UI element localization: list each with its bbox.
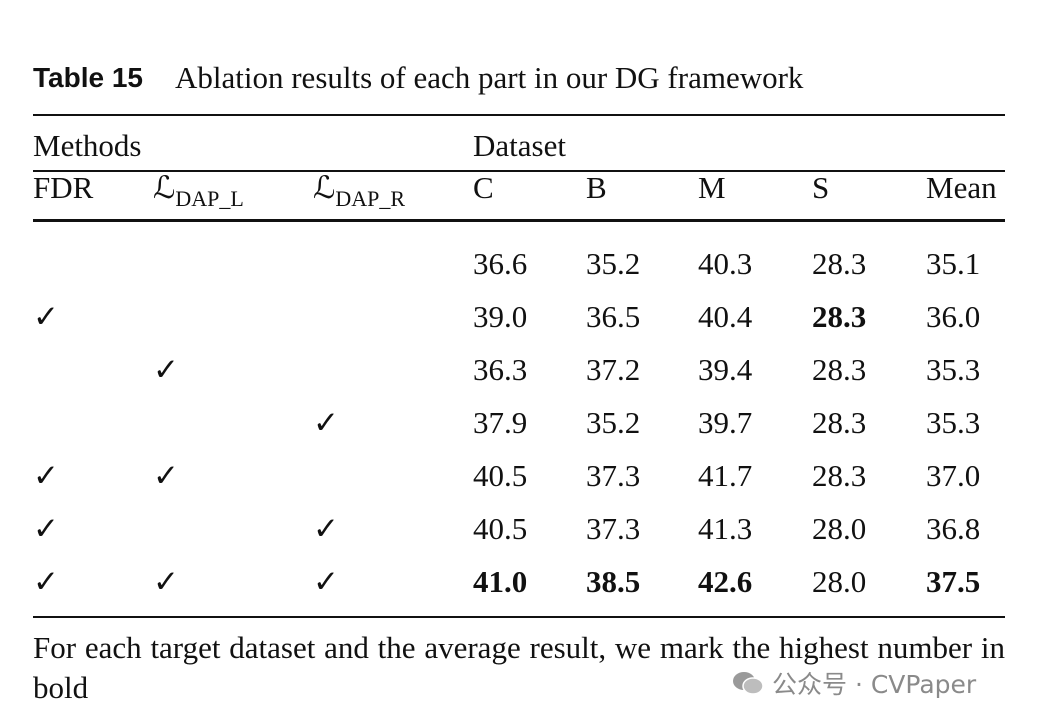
- check-mark: ✓: [313, 564, 339, 599]
- column-header: S: [812, 170, 830, 205]
- check-mark: ✓: [33, 564, 59, 599]
- column-header: FDR: [33, 170, 94, 205]
- check-mark: ✓: [313, 511, 339, 546]
- table-cell: 28.3: [812, 458, 867, 493]
- table-cell: 40.5: [473, 458, 528, 493]
- table-cell: 28.0: [812, 511, 867, 546]
- column-subscript: DAP_L: [175, 186, 244, 211]
- column-subscript: DAP_R: [335, 186, 406, 211]
- table-cell: 41.3: [698, 511, 753, 546]
- table-cell: 28.3: [812, 405, 867, 440]
- table-cell: 37.9: [473, 405, 528, 440]
- table-cell: 36.6: [473, 246, 528, 281]
- table-cell: 37.0: [926, 458, 981, 493]
- check-mark: ✓: [153, 564, 179, 599]
- footnote: For each target dataset and the average …: [33, 630, 1005, 705]
- check-mark: ✓: [313, 405, 339, 440]
- column-header: B: [586, 170, 607, 205]
- check-mark: ✓: [33, 458, 59, 493]
- table-cell: 41.7: [698, 458, 753, 493]
- column-header: ℒDAP_R: [313, 170, 406, 211]
- table-cell: 36.3: [473, 352, 528, 387]
- watermark-text: 公众号 · CVPaper: [772, 670, 977, 699]
- table-cell: 28.3: [812, 246, 867, 281]
- column-header: ℒDAP_L: [153, 170, 244, 211]
- table-cell: 36.8: [926, 511, 981, 546]
- wechat-icon: [733, 672, 764, 695]
- check-mark: ✓: [33, 299, 59, 334]
- table-cell: 37.5: [926, 564, 981, 599]
- table-cell: 35.2: [586, 246, 641, 281]
- table-cell: 35.3: [926, 352, 981, 387]
- header-bottom-rule: [33, 219, 1005, 222]
- group-header: Methods: [33, 128, 142, 163]
- table-cell: 37.2: [586, 352, 641, 387]
- watermark: 公众号 · CVPaper: [732, 665, 976, 701]
- table-cell: 37.3: [586, 511, 641, 546]
- table-cell: 36.5: [586, 299, 641, 334]
- column-header: Mean: [926, 170, 997, 205]
- table-cell: 40.3: [698, 246, 753, 281]
- top-rule: [33, 114, 1005, 116]
- table-cell: 28.0: [812, 564, 867, 599]
- table-cell: 36.0: [926, 299, 981, 334]
- table-label: Table 15: [33, 62, 143, 93]
- table-cell: 38.5: [586, 564, 641, 599]
- column-header: M: [698, 170, 726, 205]
- table-cell: 40.4: [698, 299, 753, 334]
- table-cell: 28.3: [812, 299, 867, 334]
- table-cell: 42.6: [698, 564, 753, 599]
- column-header: C: [473, 170, 494, 205]
- table-caption: Ablation results of each part in our DG …: [175, 60, 804, 95]
- group-header: Dataset: [473, 128, 566, 163]
- table-cell: 39.4: [698, 352, 753, 387]
- table-cell: 41.0: [473, 564, 528, 599]
- table-cell: 28.3: [812, 352, 867, 387]
- table-cell: 37.3: [586, 458, 641, 493]
- bottom-rule: [33, 616, 1005, 618]
- table-cell: 39.7: [698, 405, 753, 440]
- table-cell: 40.5: [473, 511, 528, 546]
- header-rule: [33, 170, 1005, 172]
- check-mark: ✓: [33, 511, 59, 546]
- check-mark: ✓: [153, 458, 179, 493]
- table-cell: 35.1: [926, 246, 981, 281]
- check-mark: ✓: [153, 352, 179, 387]
- table-cell: 39.0: [473, 299, 528, 334]
- table-cell: 35.3: [926, 405, 981, 440]
- table-cell: 35.2: [586, 405, 641, 440]
